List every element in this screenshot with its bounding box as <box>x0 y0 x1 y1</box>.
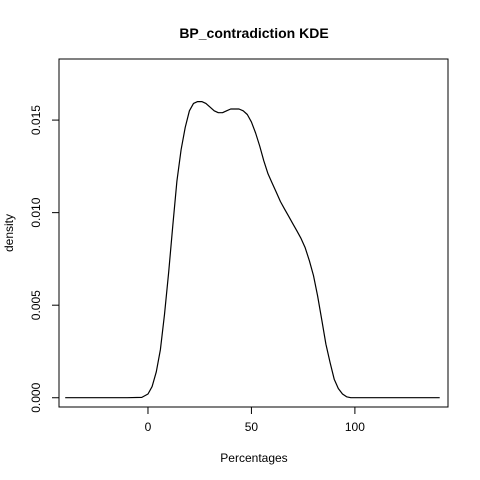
x-axis: 0 50 100 <box>145 407 365 434</box>
chart-title: BP_contradiction KDE <box>179 25 328 41</box>
y-tick-label: 0.000 <box>29 382 43 412</box>
kde-density-line <box>65 100 440 399</box>
y-tick-label: 0.010 <box>29 197 43 227</box>
y-axis: 0.000 0.005 0.010 0.015 <box>29 105 59 413</box>
x-tick-label: 50 <box>245 420 259 434</box>
x-tick-label: 0 <box>145 420 152 434</box>
x-axis-label: Percentages <box>220 451 287 465</box>
x-tick-label: 100 <box>345 420 365 434</box>
series-layer <box>65 100 440 399</box>
y-tick-label: 0.005 <box>29 290 43 320</box>
plot-frame <box>58 58 449 408</box>
y-tick-label: 0.015 <box>29 105 43 135</box>
y-axis-label: density <box>2 214 16 252</box>
